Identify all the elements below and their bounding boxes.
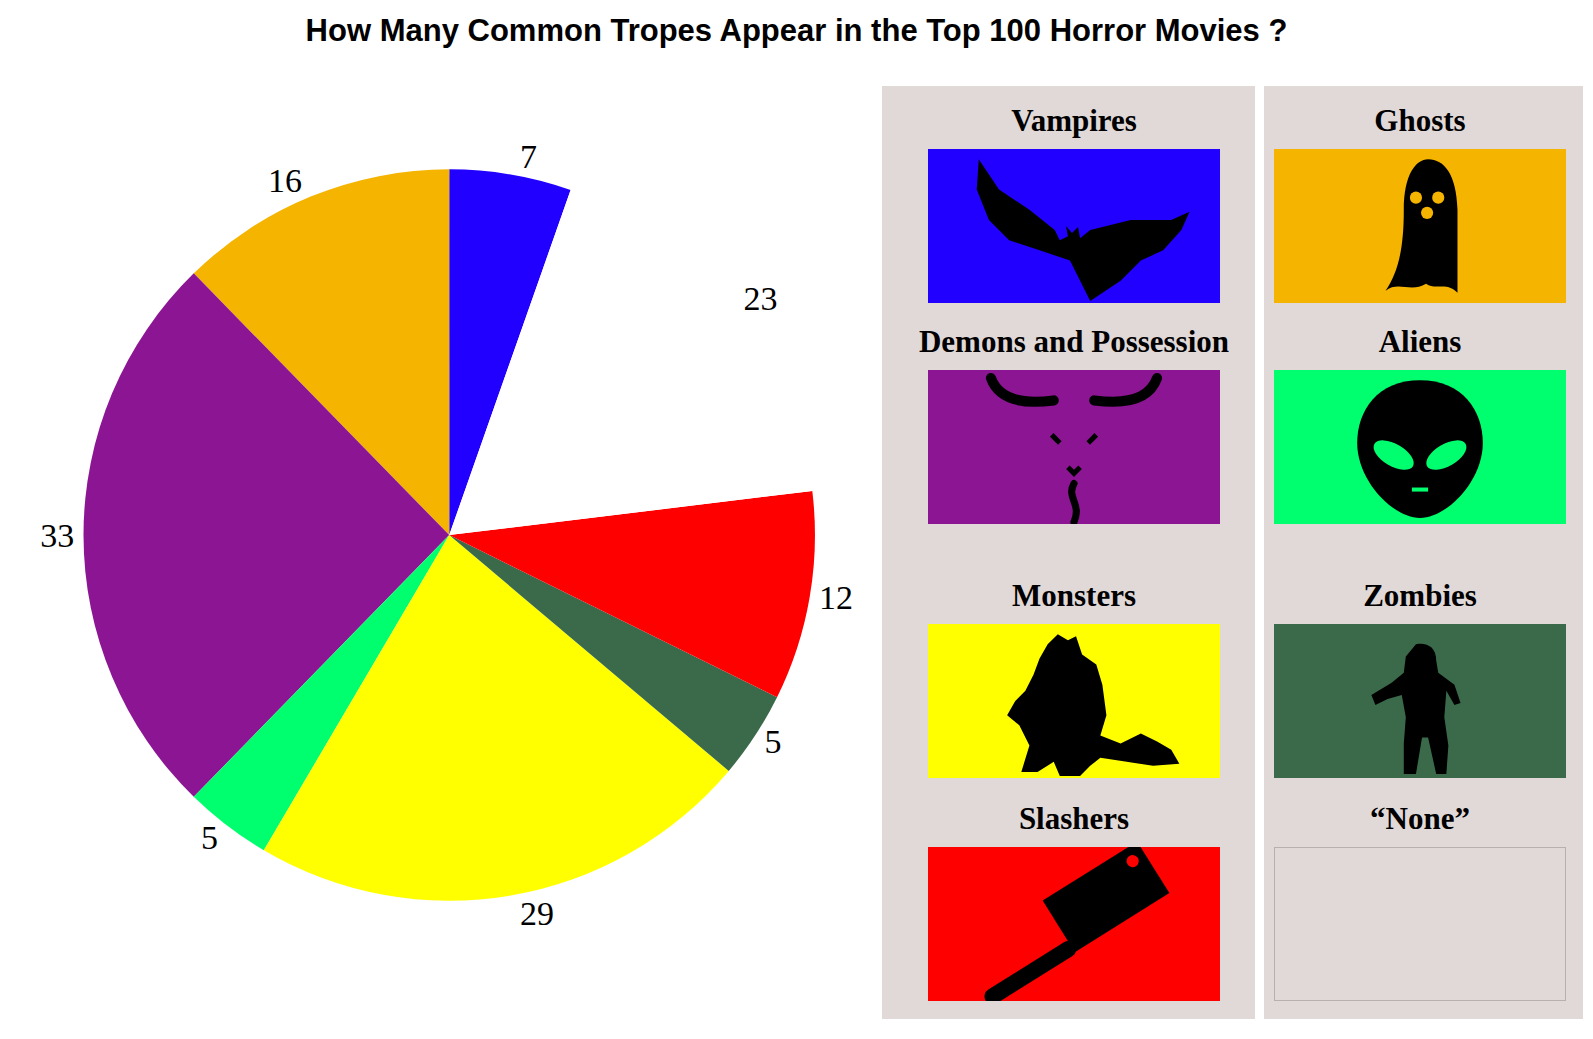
html-text:Ghosts: Ghosts xyxy=(1374,103,1466,138)
svg-text:16: 16 xyxy=(268,162,302,199)
svg-text:23: 23 xyxy=(744,280,778,317)
html-text:“None”: “None” xyxy=(1370,801,1470,836)
svg-text:5: 5 xyxy=(764,723,781,760)
html-text:Zombies: Zombies xyxy=(1363,578,1477,613)
svg-text:29: 29 xyxy=(520,895,554,932)
svg-text:How Many Common Tropes Appear: How Many Common Tropes Appear in the Top… xyxy=(306,13,1288,48)
html-text:Slashers: Slashers xyxy=(1018,801,1130,836)
svg-text:12: 12 xyxy=(819,579,853,616)
html-text:Vampires: Vampires xyxy=(1011,103,1137,138)
html-text:Demons and Possession: Demons and Possession xyxy=(919,324,1229,359)
html-text:Monsters: Monsters xyxy=(1012,578,1136,613)
svg-text:7: 7 xyxy=(520,138,537,175)
html-text:Aliens: Aliens xyxy=(1378,324,1462,359)
svg-text:33: 33 xyxy=(40,517,74,554)
svg-text:5: 5 xyxy=(201,819,218,856)
